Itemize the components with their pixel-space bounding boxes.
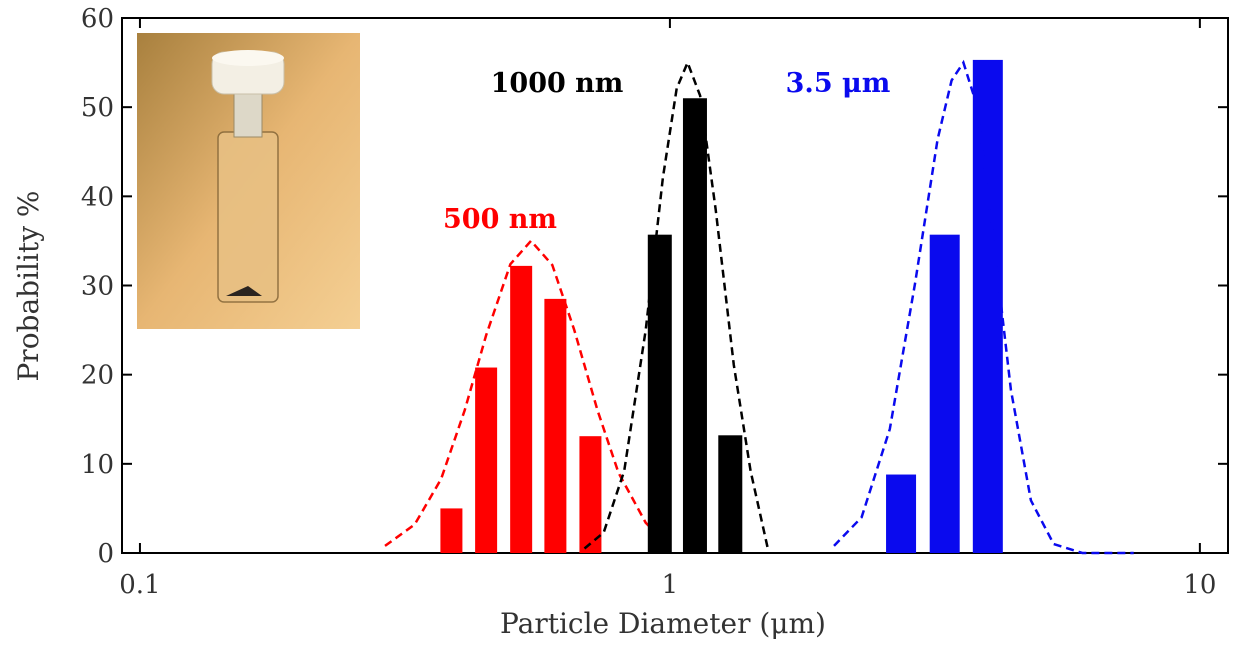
bar [929,234,960,554]
series-label: 1000 nm [491,68,624,99]
y-tick-label: 60 [81,4,114,34]
y-tick-label: 50 [81,93,114,123]
bar [440,508,463,553]
bar [647,234,672,554]
y-tick-label: 10 [81,450,114,480]
inset-photo [137,33,360,329]
bar [579,436,602,553]
series-label: 3.5 μm [786,68,891,99]
bar [475,367,498,553]
y-tick-label: 0 [97,539,114,569]
y-tick-label: 20 [81,361,114,391]
x-tick-label: 10 [1183,570,1216,600]
bar [682,98,707,553]
plot-area: 0 10 20 30 40 50 60 0.1 1 10 500 nm 1000 nm 3.5 μm [81,4,1229,600]
x-axis-title: Particle Diameter (μm) [500,607,826,640]
bar [544,298,567,553]
fit-curve [833,59,1134,555]
y-tick-label: 30 [81,272,114,302]
y-axis-title: Probability % [12,190,45,381]
bar [972,59,1003,554]
y-tick-label: 40 [81,182,114,212]
bar [510,265,533,553]
x-tick-label: 0.1 [119,570,160,600]
series-label: 500 nm [443,204,557,235]
bar [886,474,917,553]
bar [718,435,743,553]
fit-curve [583,59,770,550]
x-tick-label: 1 [662,570,679,600]
